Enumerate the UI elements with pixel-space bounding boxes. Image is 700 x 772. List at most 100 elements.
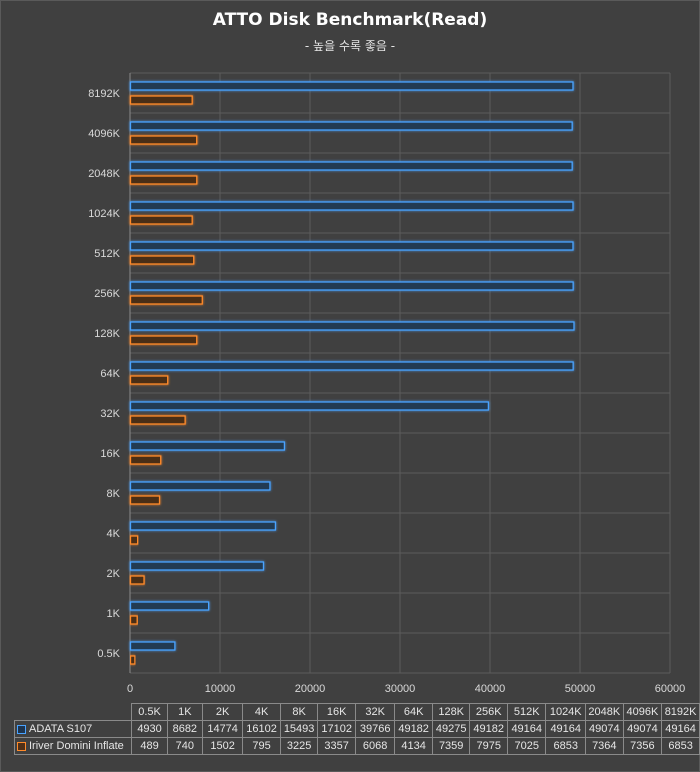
table-cell: 49074 [622, 720, 663, 738]
table-header-cell: 8192K [661, 703, 700, 721]
chart-title: ATTO Disk Benchmark(Read) [212, 10, 488, 30]
table-header-cell: 128K [431, 703, 471, 721]
table-cell: 3357 [317, 737, 356, 755]
table-cell: 49275 [431, 720, 471, 738]
bar-iriver-64K [129, 375, 169, 385]
table-header-cell: 2K [201, 703, 244, 721]
table-cell: 1502 [201, 737, 244, 755]
bar-iriver-128K [129, 335, 198, 345]
x-tick-label: 50000 [565, 683, 596, 695]
table-cell: 49164 [661, 720, 700, 738]
data-table-header: 0.5K 1K 2K 4K 8K 16K 32K 64K 128K 256K 512K 1024K 20… [14, 703, 700, 721]
category-labels: 8192K 4096K 2048K 1024K 512K 256K 128K 64K 32K 16… [88, 88, 120, 660]
table-cell: 7356 [622, 737, 663, 755]
table-cell: 6853 [661, 737, 700, 755]
legend-iriver: Iriver Domini Inflate [13, 737, 133, 755]
table-cell: 489 [131, 737, 168, 755]
bar-iriver-16K [129, 455, 162, 465]
data-table-row-iriver: Iriver Domini Inflate 489 740 1502 795 3225 3… [13, 737, 700, 755]
bar-adata-4096K [129, 121, 573, 131]
legend-label-iriver: Iriver Domini Inflate [29, 740, 124, 752]
category-label: 32K [100, 408, 120, 420]
table-header-cell: 1024K [545, 703, 586, 721]
x-tick-labels: 0 10000 20000 30000 40000 50000 60000 [127, 683, 685, 695]
category-label: 256K [94, 288, 120, 300]
table-header-cell: 0.5K [131, 703, 168, 721]
category-label: 8K [107, 488, 121, 500]
category-label: 4K [107, 528, 121, 540]
category-label: 4096K [88, 128, 120, 140]
table-cell: 49182 [394, 720, 433, 738]
table-header-cell: 32K [354, 703, 396, 721]
bar-iriver-32K [129, 415, 186, 425]
category-label: 512K [94, 248, 120, 260]
bar-iriver-8K [129, 495, 161, 505]
x-tick-label: 10000 [205, 683, 236, 695]
grid-lines [129, 72, 671, 674]
bar-adata-128K [129, 321, 575, 331]
legend-swatch-iriver [17, 741, 26, 751]
table-cell: 15493 [279, 720, 319, 738]
table-cell: 6068 [354, 737, 396, 755]
table-cell: 7975 [469, 737, 508, 755]
bar-adata-2048K [129, 161, 573, 171]
table-header-cell: 8K [279, 703, 319, 721]
table-header-cell: 4096K [622, 703, 663, 721]
bar-adata-8192K [129, 81, 574, 91]
table-cell: 49164 [506, 720, 547, 738]
legend-adata: ADATA S107 [13, 720, 133, 738]
table-cell: 7364 [584, 737, 624, 755]
bar-adata-8K [129, 481, 271, 491]
bar-iriver-1024K [129, 215, 193, 225]
category-label: 1024K [88, 208, 120, 220]
data-table-row-adata: ADATA S107 4930 8682 14774 16102 15493 17102 3… [13, 720, 700, 738]
bar-adata-0.5K [129, 641, 176, 651]
table-cell: 4930 [131, 720, 168, 738]
table-cell: 16102 [242, 720, 281, 738]
x-tick-label: 40000 [475, 683, 506, 695]
bar-iriver-256K [129, 295, 203, 305]
category-label: 2K [107, 568, 121, 580]
table-cell: 3225 [279, 737, 319, 755]
x-tick-label: 20000 [295, 683, 326, 695]
category-label: 64K [100, 368, 120, 380]
x-tick-label: 0 [127, 683, 133, 695]
bars-layer [129, 81, 575, 665]
table-header-cell: 512K [506, 703, 547, 721]
bar-adata-2K [129, 561, 265, 571]
legend-swatch-adata [17, 724, 26, 734]
table-cell: 7359 [431, 737, 471, 755]
x-tick-label: 60000 [655, 683, 686, 695]
bar-iriver-8192K [129, 95, 193, 105]
bar-iriver-4K [129, 535, 139, 545]
bar-adata-512K [129, 241, 574, 251]
data-table: 0.5K 1K 2K 4K 8K 16K 32K 64K 128K 256K 512K 1024K 20… [13, 703, 700, 755]
category-label: 16K [100, 448, 120, 460]
bar-adata-16K [129, 441, 286, 451]
table-cell: 6853 [545, 737, 586, 755]
table-cell: 7025 [506, 737, 547, 755]
bar-adata-64K [129, 361, 574, 371]
table-header-cell: 256K [469, 703, 508, 721]
category-label: 0.5K [97, 648, 120, 660]
header-blank [14, 703, 133, 721]
table-cell: 49164 [545, 720, 586, 738]
table-cell: 49074 [584, 720, 624, 738]
table-cell: 740 [166, 737, 203, 755]
table-cell: 8682 [166, 720, 203, 738]
table-cell: 49182 [469, 720, 508, 738]
bar-adata-32K [129, 401, 490, 411]
table-header-cell: 4K [242, 703, 281, 721]
table-header-cell: 16K [317, 703, 356, 721]
bar-adata-4K [129, 521, 277, 531]
table-cell: 39766 [354, 720, 396, 738]
bar-iriver-0.5K [129, 655, 136, 665]
table-header-cell: 2048K [584, 703, 624, 721]
bar-iriver-512K [129, 255, 195, 265]
bar-iriver-1K [129, 615, 138, 625]
bar-iriver-2048K [129, 175, 198, 185]
category-label: 1K [107, 608, 121, 620]
bar-adata-1024K [129, 201, 574, 211]
table-header-cell: 64K [394, 703, 433, 721]
